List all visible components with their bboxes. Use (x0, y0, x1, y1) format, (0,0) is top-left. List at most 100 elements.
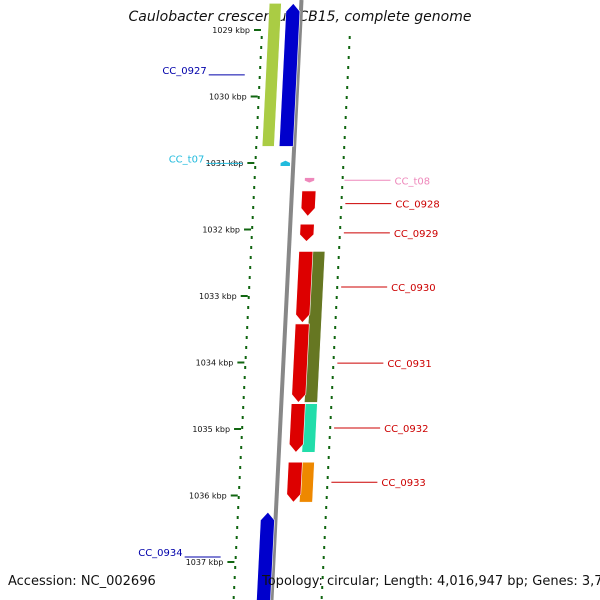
guide-dot-right (331, 376, 334, 379)
guide-dot-right (343, 136, 346, 139)
guide-dot-right (337, 266, 340, 269)
guide-dot-right (344, 116, 347, 119)
guide-dot-right (328, 446, 331, 449)
guide-dot-left (240, 446, 243, 449)
guide-dot-left (247, 296, 250, 299)
feature-cc-0927[interactable] (278, 2, 301, 147)
ruler-tick (237, 361, 245, 364)
guide-dot-right (347, 66, 350, 69)
guide-dot-right (327, 456, 330, 459)
guide-dot-left (258, 76, 261, 79)
ruler-tick (244, 228, 252, 231)
guide-dot-right (333, 346, 336, 349)
guide-dot-left (241, 426, 244, 429)
ruler-tick (254, 29, 261, 31)
feature-cc-0931[interactable] (291, 323, 310, 403)
feature-label: CC_0932 (384, 424, 428, 435)
guide-dot-left (234, 566, 237, 569)
guide-dot-right (348, 46, 351, 49)
guide-dot-right (341, 186, 344, 189)
feature-cc-0930[interactable] (295, 251, 314, 324)
guide-dot-right (345, 106, 348, 109)
guide-dot-left (242, 406, 245, 409)
feature-label: CC_0930 (391, 283, 435, 294)
guide-dot-left (259, 66, 262, 69)
guide-dot-right (346, 76, 349, 79)
guide-dot-left (244, 366, 247, 369)
guide-dot-left (254, 166, 257, 169)
guide-dot-right (325, 506, 328, 509)
feature-cc-0929[interactable] (299, 223, 315, 242)
guide-dot-left (256, 126, 259, 129)
guide-dot-right (337, 256, 340, 259)
guide-dot-left (235, 536, 238, 539)
guide-dot-left (250, 236, 253, 239)
guide-dot-right (338, 246, 341, 249)
guide-dot-left (249, 256, 252, 259)
guide-dot-left (248, 286, 251, 289)
accession-label: Accession: NC_002696 (8, 574, 156, 589)
guide-dot-right (326, 486, 329, 489)
guide-dot-right (322, 566, 325, 569)
guide-dot-left (235, 546, 238, 549)
feature-cc-0934[interactable] (256, 511, 275, 600)
guide-dot-left (258, 86, 261, 89)
guide-dot-left (255, 146, 258, 149)
guide-dot-left (252, 206, 255, 209)
guide-dot-left (253, 186, 256, 189)
guide-dot-right (334, 316, 337, 319)
ruler-tick (227, 561, 235, 563)
ruler-tick (230, 494, 238, 497)
feature-cc-t07[interactable] (279, 160, 291, 167)
guide-dot-left (260, 46, 263, 49)
feature-cc-t08[interactable] (304, 177, 315, 184)
guide-dot-right (332, 366, 335, 369)
guide-dot-right (339, 216, 342, 219)
genes-label: Genes: 3,794 (532, 574, 600, 589)
guide-dot-right (327, 466, 330, 469)
guide-dot-left (250, 246, 253, 249)
guide-dot-right (323, 546, 326, 549)
guide-dot-left (260, 36, 263, 39)
feature-cc-0932[interactable] (288, 403, 306, 453)
ruler-tick (247, 162, 255, 164)
guide-dot-right (348, 36, 351, 39)
feature-cc-0928[interactable] (300, 190, 317, 217)
guide-dot-right (334, 326, 337, 329)
guide-dot-right (343, 146, 346, 149)
topology-label: Topology: circular; (262, 574, 380, 589)
guide-dot-left (239, 466, 242, 469)
guide-dot-left (232, 596, 235, 599)
guide-dot-left (237, 506, 240, 509)
guide-dot-left (240, 436, 243, 439)
feature-labels: CC_0927 CC_t07 CC_t08 CC_0928 CC_0929 CC_0930… (138, 66, 440, 559)
guide-dot-right (336, 286, 339, 289)
guide-dot-right (325, 496, 328, 499)
guide-dot-right (320, 596, 323, 599)
ruler-tick (250, 95, 258, 98)
guide-dot-right (347, 56, 350, 59)
guide-dot-right (345, 96, 348, 99)
gene-features (256, 2, 317, 600)
length-label: Length: 4,016,947 bp; (383, 574, 529, 589)
guide-dot-left (251, 216, 254, 219)
cog-bar (261, 3, 282, 147)
guide-dot-right (346, 86, 349, 89)
ruler-tick (240, 295, 248, 297)
ruler-tick-label: 1032 kbp (202, 226, 240, 235)
guide-dot-left (234, 556, 237, 559)
guide-dot-left (247, 306, 250, 309)
guide-dot-left (254, 156, 257, 159)
guide-dot-left (246, 326, 249, 329)
feature-cc-0933[interactable] (286, 461, 303, 503)
ruler-tick-label: 1036 kbp (189, 492, 227, 501)
guide-dot-left (251, 226, 254, 229)
guide-dot-right (330, 396, 333, 399)
guide-dot-left (239, 456, 242, 459)
feature-label: CC_t08 (394, 176, 430, 187)
guide-dot-right (335, 306, 338, 309)
guide-dot-left (257, 106, 260, 109)
guide-dot-left (249, 266, 252, 269)
